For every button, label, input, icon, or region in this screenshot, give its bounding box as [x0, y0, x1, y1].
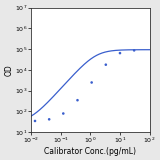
Point [76, 99, 79, 101]
Point [62, 112, 65, 115]
Point [133, 49, 135, 52]
Point [90, 81, 93, 84]
Point [119, 52, 121, 54]
Point [104, 63, 107, 66]
X-axis label: Calibrator Conc.(pg/mL): Calibrator Conc.(pg/mL) [44, 147, 136, 156]
Y-axis label: OD: OD [4, 64, 13, 76]
Point [34, 120, 36, 122]
Point [48, 118, 50, 121]
